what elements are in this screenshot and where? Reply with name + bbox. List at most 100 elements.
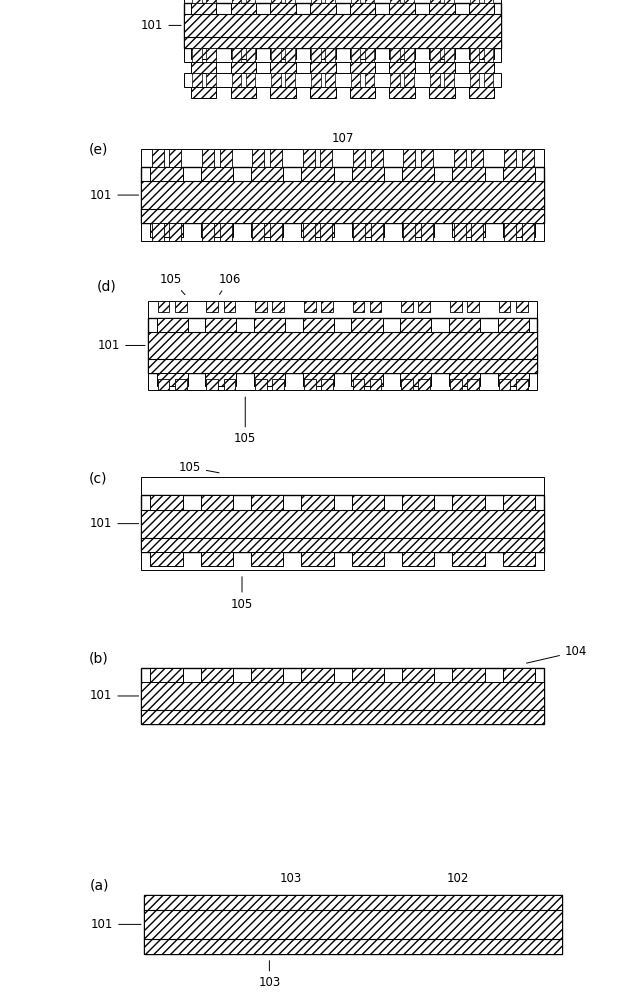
Text: 101: 101 [98, 339, 145, 352]
Bar [254, 373, 285, 386]
Text: 105: 105 [231, 577, 253, 611]
Bar [232, 48, 241, 62]
Bar [325, 73, 335, 87]
Bar [184, 73, 502, 87]
Bar [175, 301, 187, 312]
Bar [272, 73, 281, 87]
Bar [452, 167, 485, 181]
Bar [245, 73, 255, 87]
Text: 103: 103 [259, 961, 280, 989]
Bar [350, 87, 375, 98]
Bar [310, 3, 336, 14]
Bar [251, 167, 283, 181]
Bar [303, 318, 334, 332]
Bar [224, 301, 235, 312]
Bar [311, 48, 321, 62]
Bar [201, 223, 233, 237]
Bar [148, 332, 538, 359]
Bar [303, 149, 315, 167]
Bar [141, 710, 544, 724]
Bar [141, 181, 544, 209]
Bar [201, 495, 233, 510]
Bar [220, 149, 232, 167]
Bar [454, 223, 465, 241]
Bar [148, 373, 538, 390]
Bar [421, 149, 433, 167]
Bar [191, 3, 216, 14]
Bar [144, 939, 563, 954]
Bar [452, 223, 485, 237]
Text: 101: 101 [90, 517, 138, 530]
Bar [220, 223, 232, 241]
Bar [325, 48, 335, 62]
Text: 103: 103 [279, 872, 302, 885]
Bar [351, 318, 383, 332]
Bar [184, 3, 502, 48]
Bar [364, 73, 374, 87]
Bar [353, 379, 364, 390]
Bar [484, 48, 493, 62]
Bar [484, 0, 493, 3]
Bar [169, 223, 181, 241]
Bar [452, 668, 485, 682]
Text: 104: 104 [526, 645, 587, 663]
Bar [206, 373, 237, 386]
Text: (e): (e) [89, 143, 108, 157]
Text: 107: 107 [331, 132, 354, 145]
Bar [231, 62, 256, 73]
Bar [470, 48, 479, 62]
Bar [245, 48, 255, 62]
Bar [402, 167, 434, 181]
Bar [150, 552, 183, 566]
Bar [325, 0, 335, 3]
Bar [251, 552, 283, 566]
Bar [192, 73, 201, 87]
Bar [192, 48, 201, 62]
Bar [184, 37, 502, 48]
Bar [401, 301, 413, 312]
Bar [504, 223, 516, 241]
Bar [402, 552, 434, 566]
Bar [252, 223, 264, 241]
Bar [141, 668, 544, 724]
Bar [302, 167, 333, 181]
Bar [141, 510, 544, 538]
Text: 105: 105 [160, 273, 185, 295]
Bar [350, 3, 375, 14]
Text: 101: 101 [90, 689, 138, 702]
Bar [503, 495, 535, 510]
Bar [351, 48, 360, 62]
Bar [302, 223, 333, 237]
Bar [450, 379, 462, 390]
Bar [151, 149, 164, 167]
Text: 105: 105 [179, 461, 219, 474]
Bar [469, 87, 494, 98]
Bar [158, 379, 169, 390]
Bar [403, 223, 416, 241]
Bar [391, 73, 400, 87]
Bar [184, 48, 502, 62]
Bar [353, 301, 364, 312]
Bar [206, 48, 216, 62]
Bar [206, 301, 218, 312]
Bar [403, 149, 416, 167]
Bar [351, 373, 383, 386]
Bar [504, 149, 516, 167]
Text: 101: 101 [141, 19, 181, 32]
Bar [449, 318, 480, 332]
Bar [302, 552, 333, 566]
Bar [311, 73, 321, 87]
Bar [270, 149, 282, 167]
Bar [141, 552, 544, 570]
Bar [444, 48, 454, 62]
Bar [444, 0, 454, 3]
Bar [321, 301, 333, 312]
Bar [467, 379, 479, 390]
Bar [404, 73, 414, 87]
Text: 105: 105 [234, 397, 257, 445]
Bar [352, 167, 384, 181]
Text: (d): (d) [97, 279, 117, 293]
Bar [144, 895, 563, 910]
Bar [310, 62, 336, 73]
Bar [272, 301, 284, 312]
